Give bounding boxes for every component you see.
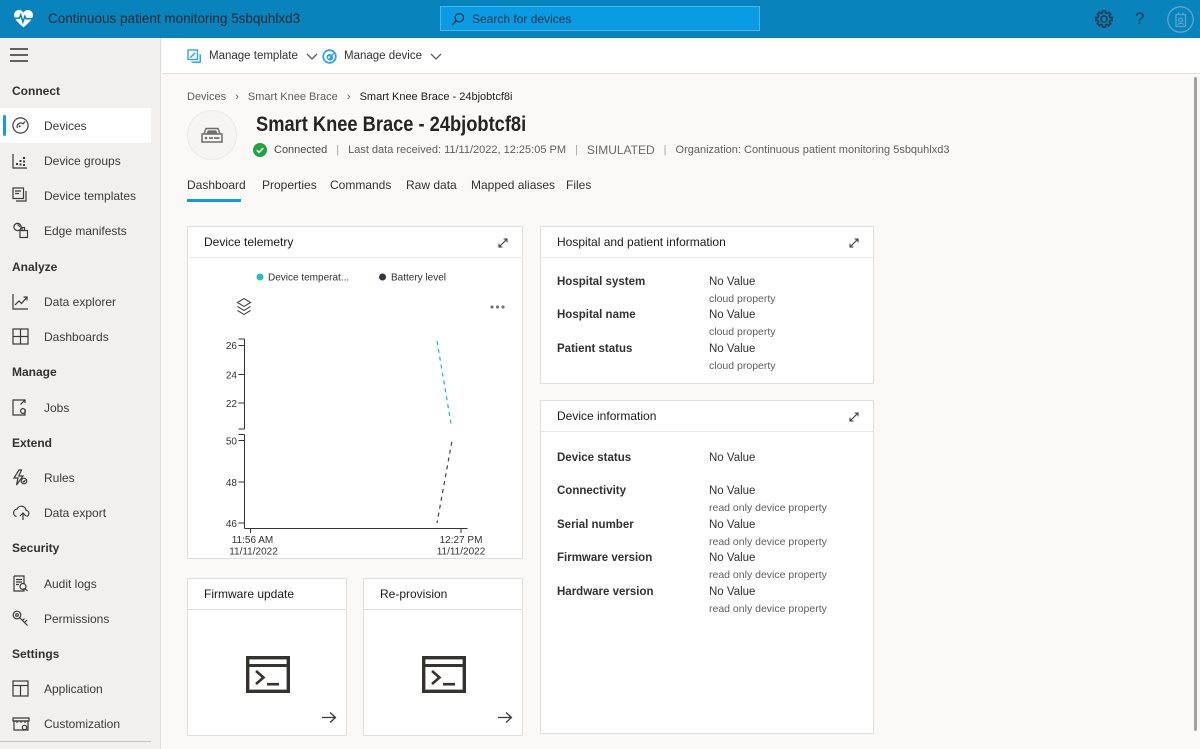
svg-text:26: 26: [226, 341, 238, 352]
svg-text:11/11/2022: 11/11/2022: [229, 547, 278, 558]
svg-text:46: 46: [226, 519, 238, 530]
svg-text:22: 22: [226, 399, 238, 410]
svg-text:12:27 PM: 12:27 PM: [440, 535, 483, 546]
svg-text:50: 50: [226, 437, 238, 448]
svg-text:11:56 AM: 11:56 AM: [232, 535, 274, 546]
svg-text:48: 48: [226, 478, 238, 489]
svg-text:11/11/2022: 11/11/2022: [437, 547, 486, 558]
svg-text:Device temperat...: Device temperat...: [268, 273, 349, 284]
svg-text:24: 24: [226, 371, 238, 382]
svg-text:Battery level: Battery level: [391, 273, 446, 284]
